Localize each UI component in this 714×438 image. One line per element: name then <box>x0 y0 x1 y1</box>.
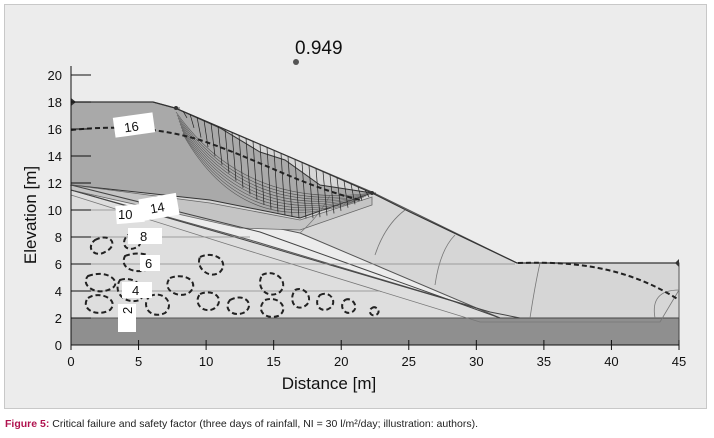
slice-line <box>217 126 223 165</box>
slice-line <box>196 117 202 138</box>
slice-line <box>210 123 216 157</box>
y-tick-label: 10 <box>48 203 62 218</box>
x-tick-label: 25 <box>402 354 416 369</box>
y-tick-label: 20 <box>48 68 62 83</box>
trial-slip-curve <box>181 129 361 209</box>
slice-line <box>224 129 230 174</box>
slice-line <box>301 162 307 219</box>
x-tick-label: 5 <box>135 354 142 369</box>
slice-line <box>343 180 349 208</box>
slice-line <box>238 135 244 188</box>
contour-label: 14 <box>149 199 166 216</box>
slip-centre-marker <box>293 59 299 65</box>
x-axis-label: Distance [m] <box>282 374 376 393</box>
slice-line <box>189 113 195 128</box>
slice-line <box>329 174 335 214</box>
slice-line <box>266 147 272 210</box>
slice-line <box>357 186 363 201</box>
slice-line <box>294 159 300 219</box>
critical-failure-mass <box>176 107 376 219</box>
slice-line <box>259 144 265 205</box>
slice-line <box>308 165 314 219</box>
slice-line <box>364 189 370 198</box>
contour-label-boxes <box>112 112 180 332</box>
x-tick-label: 15 <box>266 354 280 369</box>
pressure-head-contours <box>70 126 680 318</box>
caption-text: Critical failure and safety factor (thre… <box>49 418 478 430</box>
x-axis-ticks: 0 5 10 15 20 25 30 35 40 45 <box>67 340 686 369</box>
trial-slip-curve <box>179 123 365 204</box>
slice-line <box>315 168 321 218</box>
boundary-markers <box>71 98 679 267</box>
y-tick-label: 16 <box>48 122 62 137</box>
y-axis-label: Elevation [m] <box>21 166 40 264</box>
slope-stability-plot: 16 14 10 8 6 4 2 0.949 02468101214161820… <box>21 38 686 393</box>
y-tick-label: 4 <box>55 284 62 299</box>
x-tick-label: 0 <box>67 354 74 369</box>
transition-band <box>70 184 373 231</box>
layer-interface-3 <box>70 194 680 323</box>
y-tick-label: 8 <box>55 230 62 245</box>
trial-slip-curve <box>183 135 357 213</box>
slice-line <box>182 110 188 119</box>
caption-lead: Figure 5: <box>5 418 50 430</box>
slice-line <box>287 156 293 218</box>
x-tick-label: 45 <box>672 354 686 369</box>
contour-label: 6 <box>145 256 152 271</box>
x-tick-label: 40 <box>604 354 618 369</box>
y-tick-label: 14 <box>48 149 62 164</box>
slice-line <box>273 150 279 213</box>
contour-labels: 16 14 10 8 6 4 2 <box>118 118 166 314</box>
slice-line <box>336 177 342 211</box>
y-tick-label: 0 <box>55 338 62 353</box>
slice-line <box>350 183 356 205</box>
y-tick-label: 12 <box>48 176 62 191</box>
trial-slip-curve <box>177 117 369 200</box>
y-tick-label: 18 <box>48 95 62 110</box>
trial-slip-curve <box>182 132 359 211</box>
y-tick-label: 2 <box>55 311 62 326</box>
contour-label: 8 <box>140 229 147 244</box>
axes <box>70 66 679 346</box>
trial-slip-curve <box>178 120 367 202</box>
safety-factor-value: 0.949 <box>295 38 343 59</box>
slice-line <box>252 141 258 200</box>
contour-label: 2 <box>120 307 135 314</box>
figure-caption: Figure 5: Critical failure and safety fa… <box>5 418 478 430</box>
soil-layers <box>69 101 680 346</box>
slice-line <box>280 153 286 216</box>
slice-line <box>231 132 237 181</box>
trial-slip-curve <box>180 126 363 206</box>
contour-label: 4 <box>132 283 139 298</box>
y-tick-label: 6 <box>55 257 62 272</box>
x-tick-label: 30 <box>469 354 483 369</box>
mesh-dividers <box>299 194 680 319</box>
x-tick-label: 35 <box>537 354 551 369</box>
y-axis-ticks: 0 2 4 6 8 10 12 14 16 18 20 <box>48 68 91 353</box>
x-tick-label: 10 <box>199 354 213 369</box>
contour-label: 16 <box>123 118 139 135</box>
slice-line <box>322 171 328 216</box>
slope-surface-line <box>71 101 679 264</box>
contour-label: 10 <box>118 207 132 222</box>
x-tick-label: 20 <box>334 354 348 369</box>
slice-line <box>245 138 251 195</box>
